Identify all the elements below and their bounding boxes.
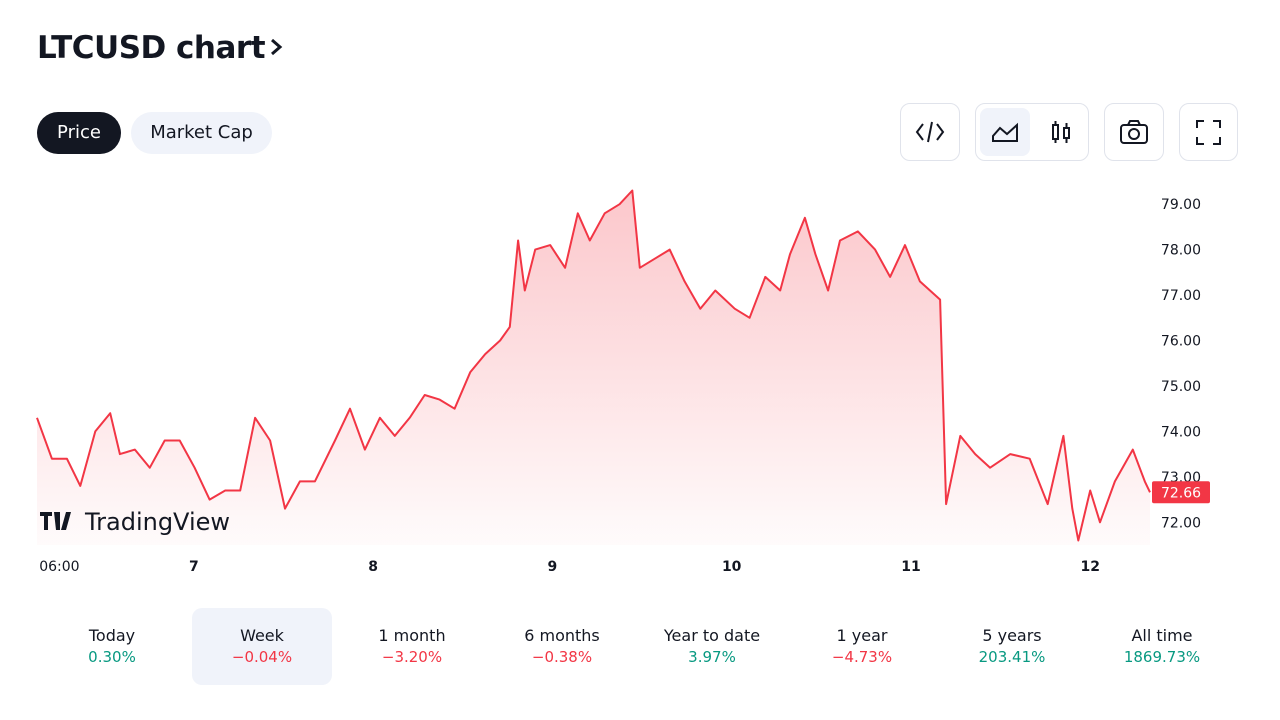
embed-icon — [915, 121, 945, 143]
y-tick-label: 74.00 — [1161, 424, 1201, 440]
area-icon — [992, 122, 1018, 142]
x-tick-label: 06:00 — [39, 559, 79, 575]
area-fill — [37, 190, 1150, 545]
period-label: 6 months — [524, 626, 600, 645]
candle-type-button[interactable] — [1036, 108, 1086, 156]
period-button[interactable]: 1 year −4.73% — [792, 608, 932, 685]
period-change: −3.20% — [381, 648, 443, 666]
snapshot-button[interactable] — [1104, 103, 1164, 161]
y-tick-label: 77.00 — [1161, 288, 1201, 304]
period-change: 1869.73% — [1123, 648, 1201, 666]
x-tick-label: 8 — [368, 559, 378, 575]
period-label: Year to date — [663, 626, 761, 645]
x-tick-label: 10 — [722, 559, 742, 575]
period-button[interactable]: Week −0.04% — [192, 608, 332, 685]
period-label: 1 year — [836, 626, 888, 645]
embed-button[interactable] — [900, 103, 960, 161]
period-button[interactable]: Today 0.30% — [42, 608, 182, 685]
logo: TradingView — [40, 508, 230, 536]
last-price-box — [1152, 481, 1210, 504]
period-button[interactable]: 6 months −0.38% — [492, 608, 632, 685]
camera-icon — [1120, 120, 1148, 144]
period-change: −0.38% — [531, 648, 593, 666]
chart-type-group — [975, 103, 1089, 161]
tab[interactable]: Market Cap — [131, 112, 272, 154]
fullscreen-button[interactable] — [1179, 103, 1238, 161]
tab[interactable]: Price — [37, 112, 121, 154]
period-change: −4.73% — [831, 648, 893, 666]
x-tick-label: 9 — [548, 559, 558, 575]
fullscreen-icon — [1196, 120, 1221, 145]
y-tick-label: 79.00 — [1161, 197, 1201, 213]
period-button[interactable]: Year to date 3.97% — [642, 608, 782, 685]
period-button[interactable]: All time 1869.73% — [1092, 608, 1232, 685]
last-price-label: 72.66 — [1161, 485, 1201, 501]
title-text[interactable]: LTCUSD chart — [37, 30, 266, 66]
period-label: Week — [240, 626, 284, 645]
period-label: All time — [1131, 626, 1193, 645]
period-button[interactable]: 1 month −3.20% — [342, 608, 482, 685]
period-change: −0.04% — [231, 648, 293, 666]
logo-text: TradingView — [84, 508, 230, 536]
y-tick-label: 78.00 — [1161, 243, 1201, 259]
period-change: 0.30% — [88, 648, 136, 666]
y-tick-label: 76.00 — [1161, 334, 1201, 350]
x-tick-label: 11 — [901, 559, 920, 575]
period-label: 1 month — [378, 626, 446, 645]
candle-icon — [1052, 121, 1070, 143]
period-button[interactable]: 5 years 203.41% — [942, 608, 1082, 685]
chart: 72.0073.0074.0075.0076.0077.0078.0079.00… — [36, 189, 1210, 575]
x-tick-label: 7 — [189, 559, 199, 575]
period-change: 3.97% — [688, 648, 736, 666]
x-tick-label: 12 — [1080, 559, 1099, 575]
y-tick-label: 75.00 — [1161, 379, 1201, 395]
area-type-button[interactable] — [980, 108, 1030, 156]
price-line — [36, 189, 1151, 542]
y-tick-label: 72.00 — [1161, 515, 1201, 531]
period-change: 203.41% — [978, 648, 1046, 666]
period-label: 5 years — [982, 626, 1042, 645]
chevron — [271, 38, 283, 56]
page-title[interactable]: LTCUSD chart — [37, 30, 285, 66]
period-label: Today — [88, 626, 136, 645]
